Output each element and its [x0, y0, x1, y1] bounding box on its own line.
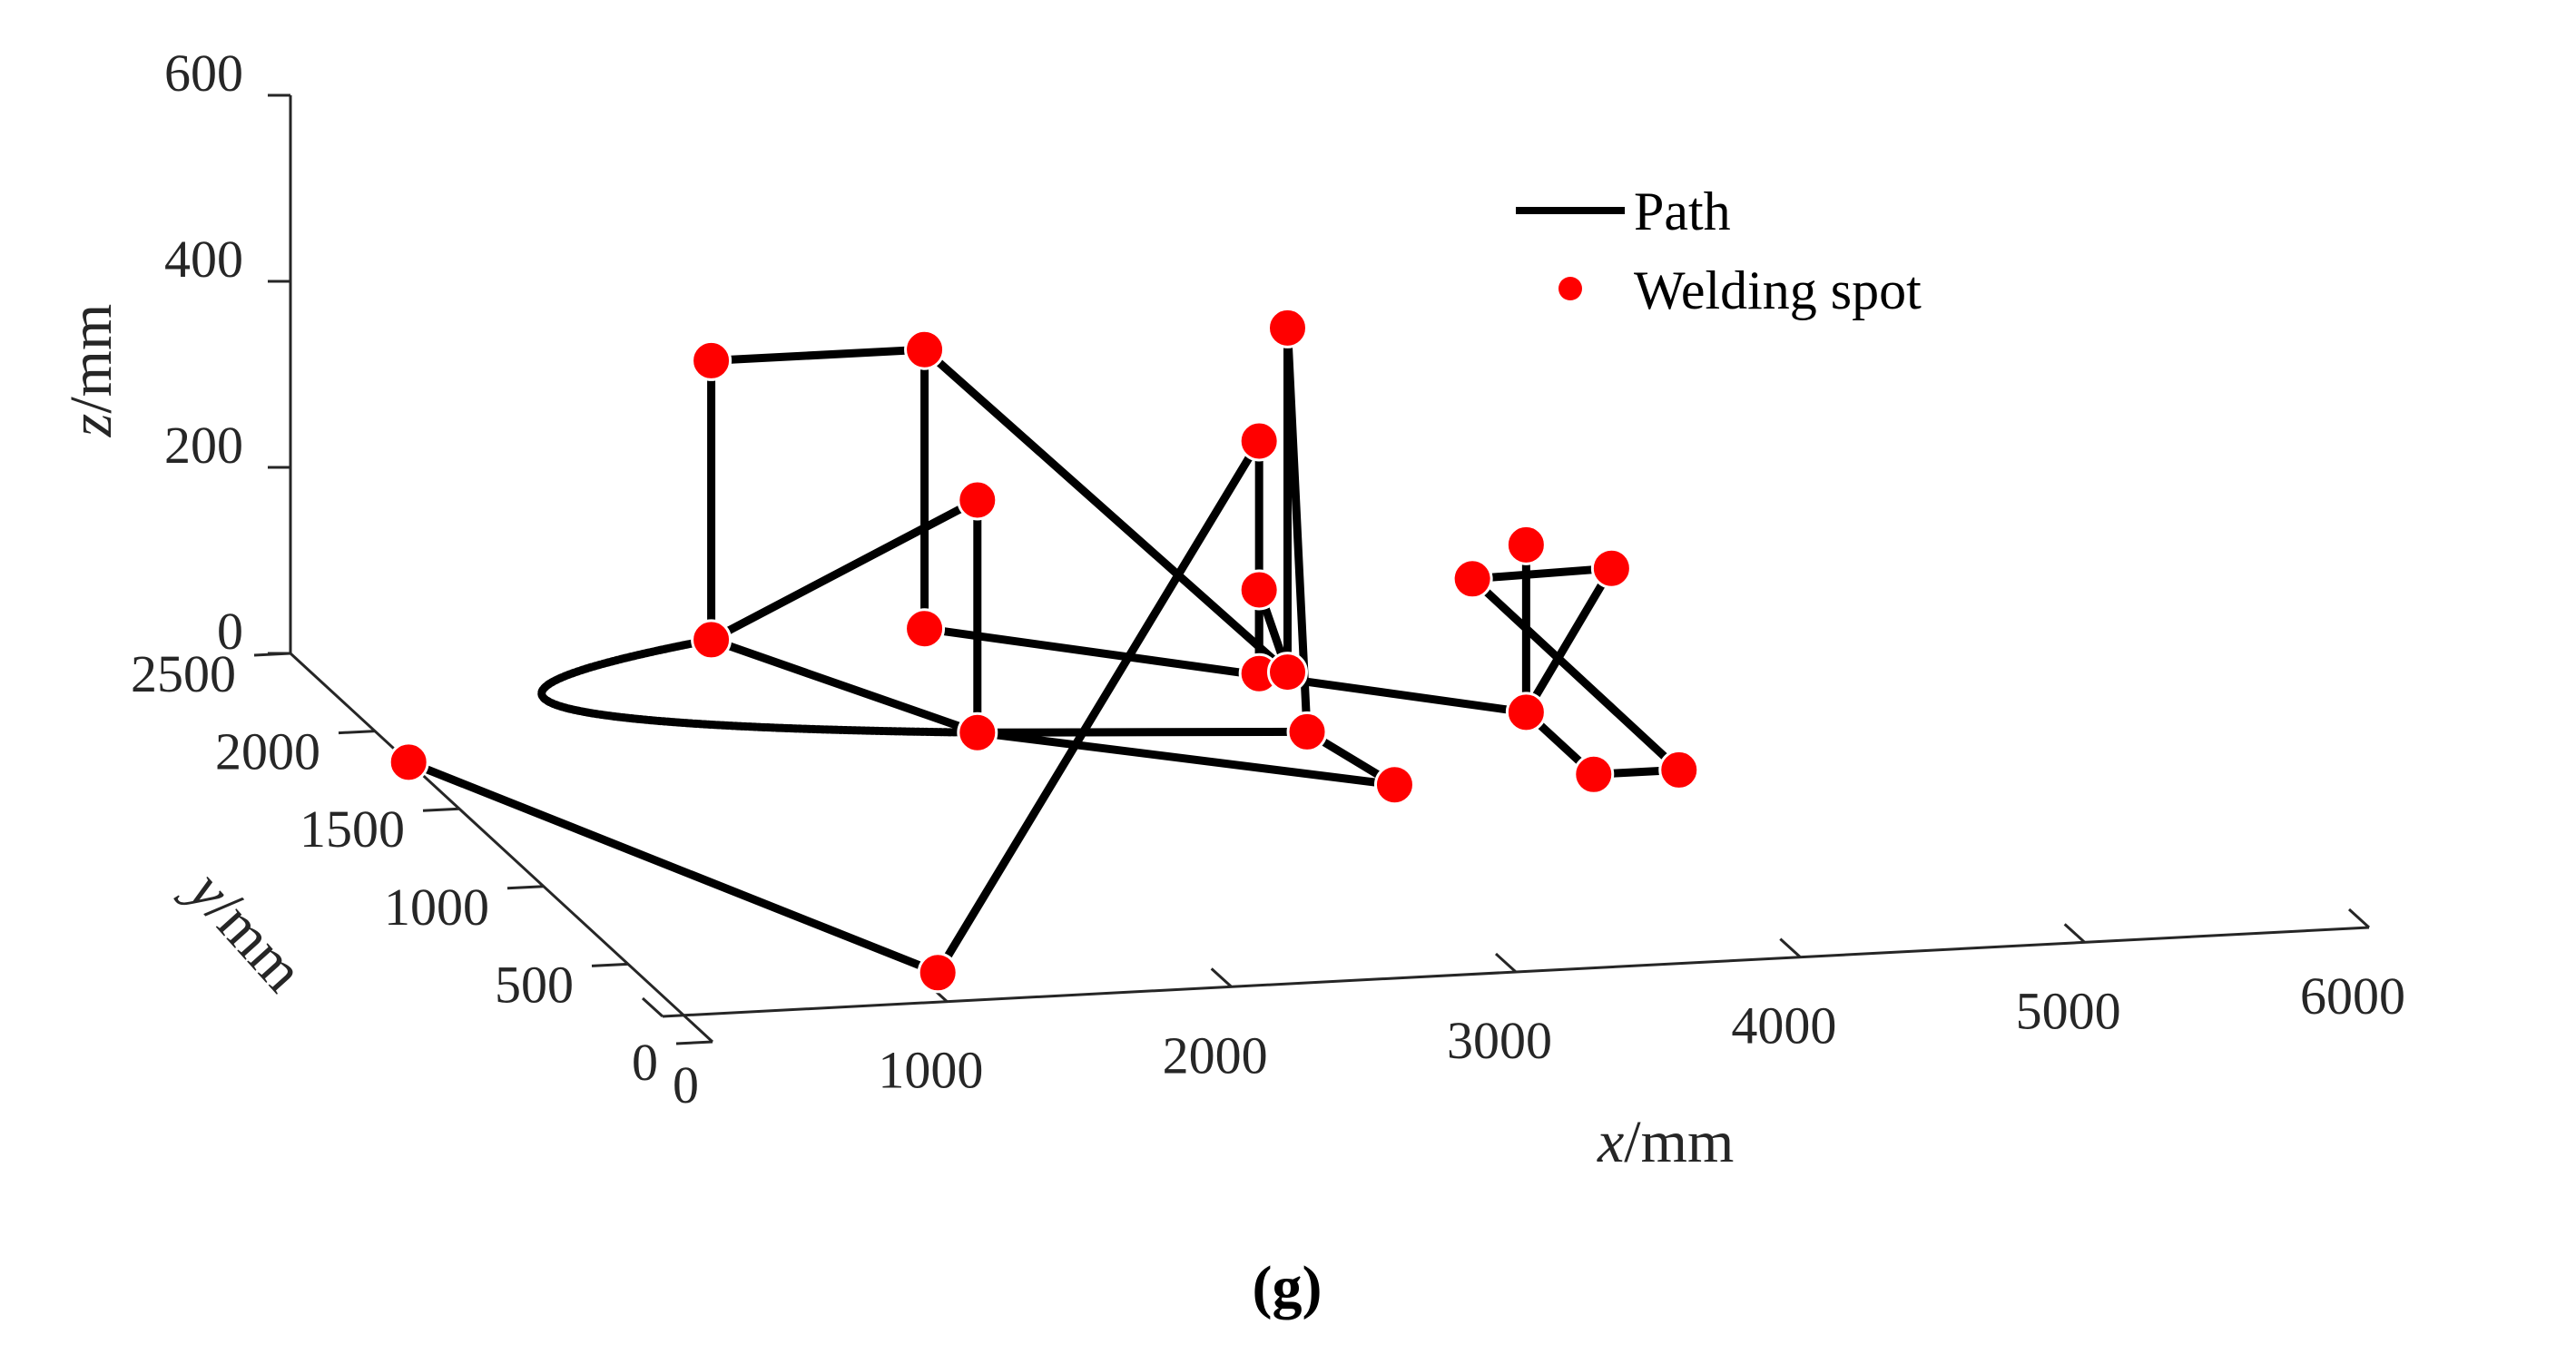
z-axis-var: z — [58, 414, 124, 438]
path-segment — [1468, 564, 1616, 584]
x-tick-label: 5000 — [2016, 981, 2121, 1040]
x-tick-mark — [2347, 908, 2371, 929]
legend: Path Welding spot — [1516, 182, 1922, 320]
welding-spots — [388, 307, 1700, 994]
welding-spot — [1590, 547, 1632, 589]
y-tick-label: 1000 — [384, 878, 489, 937]
welding-spot — [904, 329, 946, 370]
y-tick-mark — [506, 885, 545, 890]
path-segment — [933, 437, 1263, 977]
axes — [289, 95, 2370, 1044]
y-tick-label: 1500 — [300, 800, 405, 859]
x-axis-unit: /mm — [1624, 1109, 1734, 1175]
path-segment — [973, 728, 1399, 790]
path-segment — [1521, 564, 1616, 717]
axis-ticks: 0 1000 2000 3000 4000 5000 6000050010001500200… — [131, 44, 2405, 1114]
x-tick-mark — [2063, 923, 2086, 944]
welding-spot — [957, 479, 998, 521]
x-tick-label: 4000 — [1731, 996, 1836, 1055]
x-tick-mark — [1210, 967, 1233, 988]
welding-spot — [1238, 420, 1280, 462]
y-tick-mark — [338, 730, 376, 735]
x-tick-label: 3000 — [1447, 1011, 1552, 1070]
welding-spot — [1505, 692, 1547, 733]
path-segment — [1468, 574, 1684, 774]
x-axis-label: x/mm — [1597, 1109, 1734, 1175]
welding-spot — [388, 741, 429, 783]
y-tick-label: 500 — [495, 955, 574, 1014]
welding-spot — [691, 339, 732, 381]
welding-spot — [1266, 652, 1308, 693]
path-segment — [707, 635, 982, 737]
y-tick-mark — [675, 1040, 713, 1045]
path-segment — [707, 495, 982, 644]
welding-spot — [1658, 749, 1700, 790]
legend-spot-swatch — [1558, 277, 1582, 300]
legend-path-label: Path — [1634, 182, 1731, 241]
path-lines — [404, 323, 1684, 977]
welding-spot — [904, 608, 946, 650]
welding-spot — [1238, 569, 1280, 611]
y-tick-label: 2000 — [215, 722, 320, 781]
y-tick-label: 2500 — [131, 644, 236, 703]
welding-spot — [1266, 307, 1308, 348]
welding-spot — [957, 711, 998, 753]
x-tick-mark — [1779, 937, 1802, 958]
welding-spot — [691, 619, 732, 661]
y-axis-label: y/mm — [172, 855, 317, 1005]
x-tick-label: 0 — [673, 1055, 699, 1114]
path-segment — [973, 727, 1312, 737]
welding-spot — [1373, 764, 1415, 806]
x-tick-mark — [641, 996, 664, 1018]
z-axis-label: z/mm — [58, 304, 124, 438]
path-segment — [707, 345, 929, 365]
x-tick-label: 1000 — [878, 1041, 983, 1100]
y-axis-line — [289, 652, 714, 1044]
y-tick-mark — [422, 807, 460, 812]
welding-spot — [1573, 753, 1615, 795]
figure-caption: (g) — [1253, 1254, 1322, 1320]
welding-spot — [917, 952, 959, 994]
path-segment — [920, 624, 1530, 717]
z-axis-unit: /mm — [58, 304, 124, 414]
path-segment — [404, 758, 942, 977]
welding-spot — [1286, 711, 1328, 752]
path-curve — [537, 635, 982, 737]
z-tick-label: 0 — [217, 602, 243, 661]
y-tick-mark — [591, 962, 629, 967]
z-tick-label: 400 — [164, 230, 243, 289]
x-tick-label: 6000 — [2300, 966, 2405, 1025]
x-tick-mark — [1494, 952, 1518, 974]
y-tick-label: 0 — [632, 1033, 658, 1092]
z-tick-label: 600 — [164, 44, 243, 103]
welding-spot — [1505, 524, 1547, 565]
z-tick-label: 200 — [164, 416, 243, 475]
welding-spot — [1451, 558, 1493, 600]
x-axis-var: x — [1597, 1109, 1624, 1175]
legend-spot-label: Welding spot — [1634, 260, 1922, 320]
x-tick-label: 2000 — [1163, 1025, 1268, 1084]
path-segment — [920, 345, 1292, 677]
